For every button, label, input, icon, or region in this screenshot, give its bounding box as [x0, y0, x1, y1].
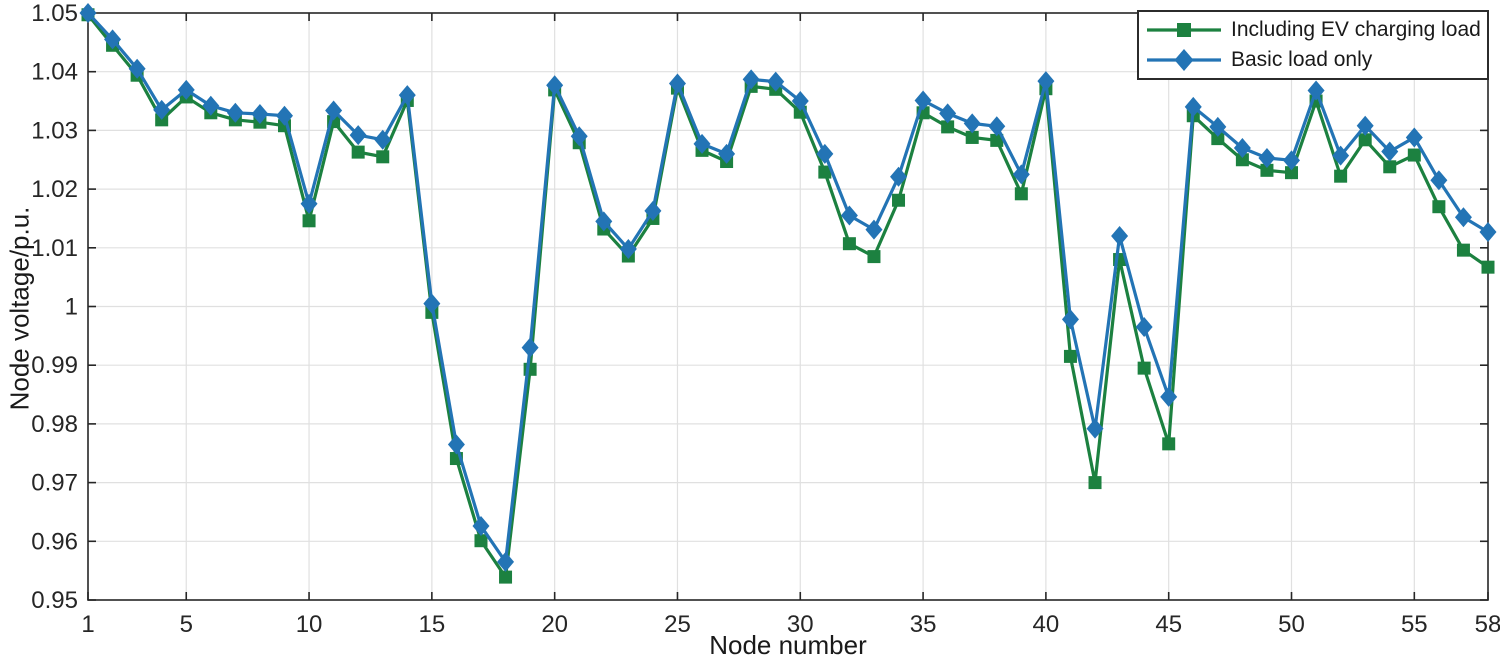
svg-text:20: 20 — [541, 611, 568, 638]
legend: Including EV charging load Basic load on… — [1137, 10, 1489, 80]
svg-text:50: 50 — [1278, 611, 1305, 638]
legend-label-basic-load: Basic load only — [1231, 48, 1373, 71]
legend-line-square-icon — [1147, 23, 1221, 37]
svg-text:1.04: 1.04 — [31, 59, 78, 86]
svg-text:5: 5 — [180, 611, 193, 638]
svg-text:1.03: 1.03 — [31, 117, 78, 144]
svg-text:0.96: 0.96 — [31, 528, 78, 555]
svg-text:1: 1 — [65, 294, 78, 321]
svg-text:0.97: 0.97 — [31, 470, 78, 497]
svg-text:0.99: 0.99 — [31, 352, 78, 379]
svg-text:30: 30 — [787, 611, 814, 638]
legend-line-diamond-icon — [1147, 49, 1221, 71]
legend-label-ev-charging-load: Including EV charging load — [1231, 18, 1481, 41]
svg-text:1.02: 1.02 — [31, 176, 78, 203]
svg-text:25: 25 — [664, 611, 691, 638]
svg-text:1.05: 1.05 — [31, 0, 78, 27]
svg-text:0.95: 0.95 — [31, 587, 78, 614]
svg-text:35: 35 — [910, 611, 937, 638]
legend-item-ev-charging-load: Including EV charging load — [1145, 15, 1481, 45]
svg-text:58: 58 — [1475, 611, 1500, 638]
svg-text:55: 55 — [1401, 611, 1428, 638]
svg-text:40: 40 — [1033, 611, 1060, 638]
svg-text:0.98: 0.98 — [31, 411, 78, 438]
x-axis-label: Node number — [709, 630, 867, 660]
legend-item-basic-load: Basic load only — [1145, 45, 1481, 75]
svg-text:45: 45 — [1155, 611, 1182, 638]
svg-text:1.01: 1.01 — [31, 235, 78, 262]
svg-text:1: 1 — [81, 611, 94, 638]
svg-text:10: 10 — [296, 611, 323, 638]
svg-text:15: 15 — [419, 611, 446, 638]
y-axis-label: Node voltage/p.u. — [4, 206, 35, 411]
